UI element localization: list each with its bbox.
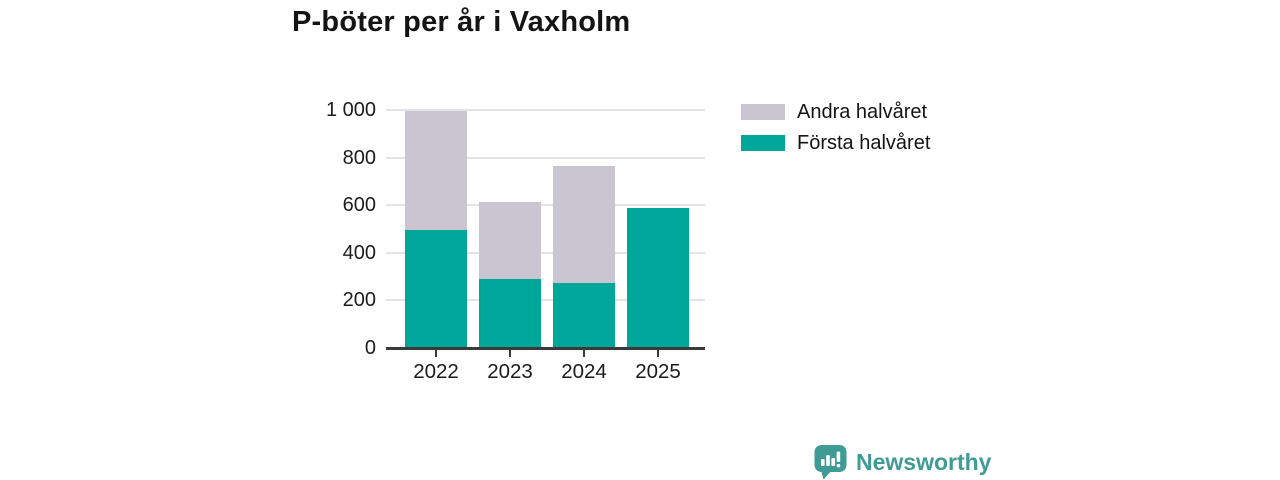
y-tick-label: 1 000: [325, 99, 376, 121]
legend: Andra halvåret Första halvåret: [741, 101, 931, 166]
x-axis-line: [386, 347, 705, 350]
bar-segment-2022: [405, 111, 467, 231]
y-tick-label: 200: [342, 289, 376, 312]
chart-title: P-böter per år i Vaxholm: [292, 6, 631, 38]
bar-segment-2024: [553, 166, 615, 283]
branding-name: Newsworthy: [856, 448, 992, 475]
legend-item: Första halvåret: [741, 132, 931, 154]
y-tick-label: 400: [342, 241, 376, 264]
bar-segment-2022: [405, 230, 467, 347]
gridline: [386, 109, 705, 111]
bar-segment-2023: [479, 279, 541, 347]
gridline: [386, 156, 705, 159]
x-tick-mark: [657, 350, 659, 357]
x-tick-mark: [583, 350, 585, 357]
bar-segment-2023: [479, 201, 541, 280]
legend-label: Första halvåret: [797, 132, 931, 154]
legend-swatch: [741, 135, 785, 151]
gridline: [386, 251, 705, 254]
y-tick-label: 800: [342, 146, 376, 169]
legend-item: Andra halvåret: [741, 101, 930, 123]
x-tick-mark: [509, 350, 511, 357]
legend-label: Andra halvåret: [797, 101, 928, 123]
x-tick-label: 2023: [487, 360, 533, 383]
newsworthy-logo-icon: [814, 445, 847, 480]
gridline: [386, 204, 705, 207]
legend-swatch: [741, 104, 785, 120]
branding: Newsworthy: [813, 444, 991, 480]
plot-area: [386, 109, 705, 350]
gridline: [386, 299, 705, 302]
x-tick-mark: [435, 350, 437, 357]
x-tick-label: 2025: [635, 360, 681, 383]
y-tick-label: 600: [342, 194, 376, 217]
y-tick-label: 0: [364, 337, 376, 359]
x-tick-label: 2022: [413, 360, 459, 383]
bar-segment-2024: [553, 282, 615, 347]
bar-segment-2025: [627, 207, 689, 347]
x-tick-label: 2024: [561, 360, 607, 383]
